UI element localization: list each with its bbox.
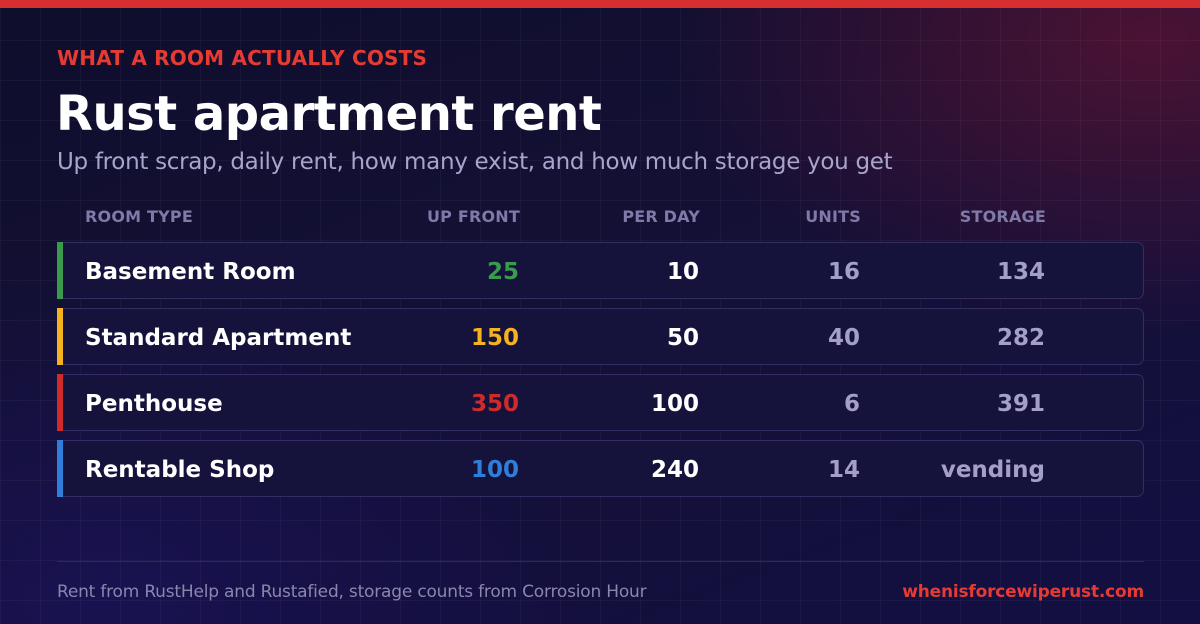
footer-divider <box>57 561 1144 562</box>
cell-storage: 134 <box>996 259 1045 285</box>
cell-room-type: Basement Room <box>85 259 296 285</box>
column-header-storage: STORAGE <box>959 207 1046 226</box>
page-title: Rust apartment rent <box>56 86 602 142</box>
cell-up-front: 350 <box>470 391 519 417</box>
footer-site-link[interactable]: whenisforcewiperust.com <box>902 582 1144 602</box>
cell-per-day: 240 <box>650 457 699 483</box>
table-row: Basement Room 25 10 16 134 <box>57 242 1144 299</box>
row-accent-bar <box>57 374 63 431</box>
cell-storage: 282 <box>996 325 1045 351</box>
cell-storage: vending <box>940 457 1045 483</box>
column-header-units: UNITS <box>805 207 861 226</box>
page-subtitle: Up front scrap, daily rent, how many exi… <box>57 149 893 175</box>
cell-per-day: 100 <box>650 391 699 417</box>
table-row: Rentable Shop 100 240 14 vending <box>57 440 1144 497</box>
cell-units: 6 <box>843 391 860 417</box>
table-header: ROOM TYPE UP FRONT PER DAY UNITS STORAGE <box>57 205 1144 229</box>
table-row: Standard Apartment 150 50 40 282 <box>57 308 1144 365</box>
column-header-per-day: PER DAY <box>622 207 700 226</box>
row-accent-bar <box>57 308 63 365</box>
top-accent-bar <box>0 0 1200 8</box>
column-header-room-type: ROOM TYPE <box>85 207 193 226</box>
footer-source: Rent from RustHelp and Rustafied, storag… <box>57 582 647 602</box>
cell-up-front: 100 <box>470 457 519 483</box>
row-accent-bar <box>57 242 63 299</box>
row-accent-bar <box>57 440 63 497</box>
column-header-up-front: UP FRONT <box>426 207 520 226</box>
cell-units: 40 <box>827 325 860 351</box>
cell-room-type: Penthouse <box>85 391 223 417</box>
cell-up-front: 25 <box>486 259 519 285</box>
cell-per-day: 10 <box>666 259 699 285</box>
cell-units: 14 <box>827 457 860 483</box>
cell-per-day: 50 <box>666 325 699 351</box>
eyebrow-label: WHAT A ROOM ACTUALLY COSTS <box>57 46 428 70</box>
cell-room-type: Standard Apartment <box>85 325 352 351</box>
cell-storage: 391 <box>996 391 1045 417</box>
cell-room-type: Rentable Shop <box>85 457 275 483</box>
cell-up-front: 150 <box>470 325 519 351</box>
cell-units: 16 <box>827 259 860 285</box>
table-row: Penthouse 350 100 6 391 <box>57 374 1144 431</box>
